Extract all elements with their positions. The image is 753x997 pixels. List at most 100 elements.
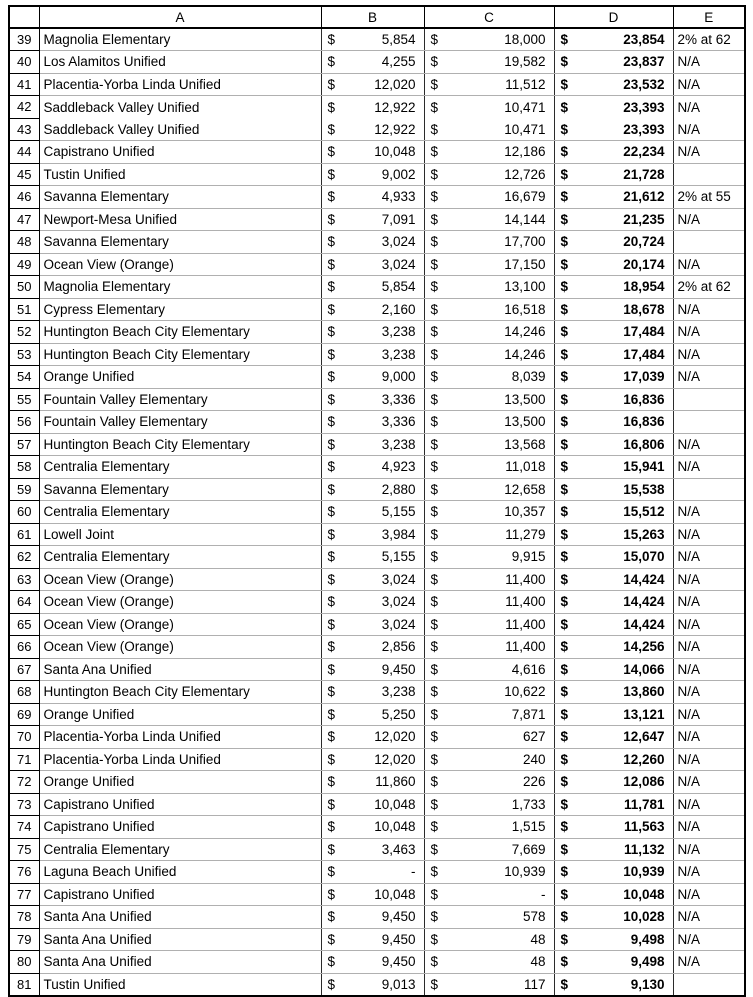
row-number[interactable]: 56 (8, 410, 40, 434)
cell-district[interactable]: Saddleback Valley Unified (38, 118, 322, 141)
cell-district[interactable]: Fountain Valley Elementary (38, 410, 322, 434)
cell-note[interactable]: N/A (672, 590, 746, 614)
cell-amount-c[interactable]: $ 11,279 (423, 523, 555, 546)
cell-amount-c[interactable]: $ 14,246 (423, 320, 555, 344)
cell-note[interactable] (672, 230, 746, 254)
row-number[interactable]: 51 (8, 297, 40, 321)
cell-district[interactable]: Placentia-Yorba Linda Unified (38, 748, 322, 771)
cell-note[interactable] (672, 478, 746, 501)
cell-amount-total[interactable]: $ 13,860 (553, 680, 674, 704)
cell-amount-b[interactable]: $ 3,336 (320, 410, 425, 434)
row-number[interactable]: 48 (8, 230, 40, 254)
cell-amount-c[interactable]: $ 10,471 (423, 118, 555, 141)
cell-district[interactable]: Tustin Unified (38, 973, 322, 997)
cell-district[interactable]: Cypress Elementary (38, 298, 322, 321)
row-number[interactable]: 76 (8, 860, 40, 884)
cell-amount-b[interactable]: $ 9,450 (320, 950, 425, 974)
cell-amount-total[interactable]: $ 18,954 (553, 275, 674, 299)
cell-amount-b[interactable]: $ 3,463 (320, 838, 425, 861)
cell-note[interactable]: N/A (672, 95, 746, 118)
cell-amount-b[interactable]: $ 9,450 (320, 905, 425, 929)
cell-amount-c[interactable]: $ 4,616 (423, 658, 555, 681)
row-number[interactable]: 79 (8, 927, 40, 951)
cell-amount-c[interactable]: $ 14,144 (423, 208, 555, 231)
cell-district[interactable]: Santa Ana Unified (38, 658, 322, 681)
cell-district[interactable]: Lowell Joint (38, 523, 322, 546)
cell-district[interactable]: Orange Unified (38, 703, 322, 726)
cell-amount-total[interactable]: $ 15,070 (553, 545, 674, 569)
cell-amount-c[interactable]: $ 17,150 (423, 253, 555, 276)
cell-amount-c[interactable]: $ 12,186 (423, 140, 555, 164)
cell-district[interactable]: Santa Ana Unified (38, 905, 322, 929)
cell-amount-total[interactable]: $ 11,132 (553, 838, 674, 861)
row-number[interactable]: 72 (8, 770, 40, 794)
cell-district[interactable]: Centralia Elementary (38, 500, 322, 524)
cell-amount-total[interactable]: $ 18,678 (553, 298, 674, 321)
cell-amount-b[interactable]: $ 7,091 (320, 208, 425, 231)
row-number[interactable]: 62 (8, 545, 40, 569)
cell-amount-c[interactable]: $ 13,568 (423, 433, 555, 456)
cell-amount-b[interactable]: $ 12,922 (320, 118, 425, 141)
column-header-b[interactable]: B (320, 5, 425, 29)
cell-district[interactable]: Huntington Beach City Elementary (38, 433, 322, 456)
cell-amount-total[interactable]: $ 14,256 (553, 635, 674, 659)
cell-note[interactable]: N/A (672, 343, 746, 366)
cell-amount-c[interactable]: $ 7,871 (423, 703, 555, 726)
cell-amount-b[interactable]: $ - (320, 860, 425, 884)
cell-amount-total[interactable]: $ 21,728 (553, 163, 674, 186)
row-number[interactable]: 57 (8, 432, 40, 456)
row-number[interactable]: 50 (8, 275, 40, 299)
cell-amount-c[interactable]: $ 11,512 (423, 73, 555, 96)
cell-district[interactable]: Laguna Beach Unified (38, 860, 322, 884)
corner-cell[interactable] (8, 5, 40, 29)
cell-amount-total[interactable]: $ 23,854 (553, 28, 674, 51)
cell-district[interactable]: Newport-Mesa Unified (38, 208, 322, 231)
cell-note[interactable]: N/A (672, 860, 746, 884)
cell-amount-total[interactable]: $ 16,836 (553, 410, 674, 434)
cell-district[interactable]: Capistrano Unified (38, 793, 322, 816)
cell-amount-c[interactable]: $ - (423, 883, 555, 906)
cell-amount-total[interactable]: $ 23,393 (553, 118, 674, 141)
row-number[interactable]: 63 (8, 567, 40, 591)
cell-note[interactable]: 2% at 55 (672, 185, 746, 209)
cell-district[interactable]: Capistrano Unified (38, 140, 322, 164)
cell-amount-total[interactable]: $ 9,498 (553, 928, 674, 951)
cell-amount-b[interactable]: $ 3,024 (320, 230, 425, 254)
cell-amount-c[interactable]: $ 1,515 (423, 815, 555, 839)
cell-district[interactable]: Santa Ana Unified (38, 950, 322, 974)
cell-note[interactable]: N/A (672, 680, 746, 704)
row-number[interactable]: 43 (8, 117, 40, 141)
cell-amount-b[interactable]: $ 3,238 (320, 343, 425, 366)
cell-district[interactable]: Capistrano Unified (38, 883, 322, 906)
cell-amount-b[interactable]: $ 10,048 (320, 793, 425, 816)
cell-amount-b[interactable]: $ 3,024 (320, 613, 425, 636)
row-number[interactable]: 54 (8, 365, 40, 389)
cell-amount-b[interactable]: $ 10,048 (320, 140, 425, 164)
cell-amount-c[interactable]: $ 48 (423, 950, 555, 974)
cell-note[interactable]: N/A (672, 545, 746, 569)
cell-amount-c[interactable]: $ 18,000 (423, 28, 555, 51)
cell-amount-b[interactable]: $ 3,984 (320, 523, 425, 546)
cell-note[interactable]: N/A (672, 703, 746, 726)
row-number[interactable]: 71 (8, 747, 40, 771)
cell-amount-b[interactable]: $ 5,155 (320, 545, 425, 569)
row-number[interactable]: 66 (8, 635, 40, 659)
cell-district[interactable]: Centralia Elementary (38, 455, 322, 479)
cell-amount-c[interactable]: $ 11,400 (423, 568, 555, 591)
cell-amount-total[interactable]: $ 10,939 (553, 860, 674, 884)
row-number[interactable]: 70 (8, 725, 40, 749)
cell-note[interactable]: N/A (672, 950, 746, 974)
cell-amount-total[interactable]: $ 12,647 (553, 725, 674, 749)
cell-amount-c[interactable]: $ 578 (423, 905, 555, 929)
cell-note[interactable]: N/A (672, 298, 746, 321)
cell-amount-total[interactable]: $ 16,836 (553, 388, 674, 411)
cell-amount-c[interactable]: $ 8,039 (423, 365, 555, 389)
cell-note[interactable]: N/A (672, 118, 746, 141)
cell-amount-b[interactable]: $ 2,856 (320, 635, 425, 659)
row-number[interactable]: 74 (8, 815, 40, 839)
cell-amount-total[interactable]: $ 17,484 (553, 343, 674, 366)
cell-amount-b[interactable]: $ 12,922 (320, 95, 425, 118)
cell-amount-b[interactable]: $ 5,854 (320, 275, 425, 299)
cell-amount-total[interactable]: $ 14,066 (553, 658, 674, 681)
row-number[interactable]: 78 (8, 905, 40, 929)
